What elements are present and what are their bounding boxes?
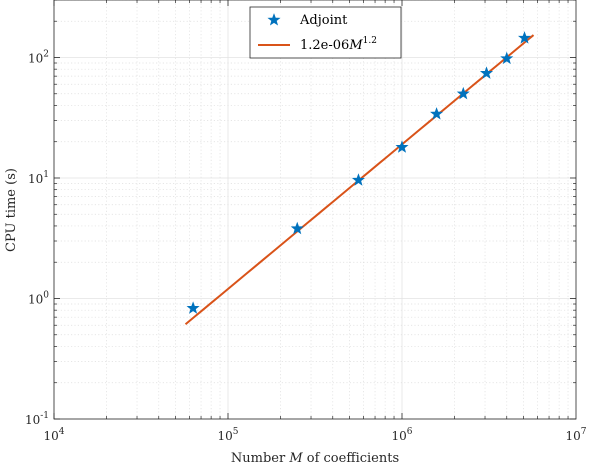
legend-label-fit: 1.2e-06M1.2 xyxy=(300,36,377,53)
y-tick-labels: 10-1 100 101 102 xyxy=(25,49,49,427)
series-layer xyxy=(184,31,535,326)
x-tick-label: 107 xyxy=(565,427,586,443)
adjoint-point xyxy=(351,173,365,186)
x-tick-label: 105 xyxy=(217,427,238,443)
adjoint-point xyxy=(456,86,470,100)
adjoint-point xyxy=(500,51,514,65)
legend-box xyxy=(249,6,402,59)
y-tick-label: 102 xyxy=(28,49,49,65)
y-tick-label: 10-1 xyxy=(25,411,49,427)
plot-background xyxy=(54,0,576,419)
adjoint-point xyxy=(395,140,409,153)
adjoint-point xyxy=(479,66,494,79)
x-axis-label: Number M of coefficients xyxy=(231,451,399,464)
axis-ticks xyxy=(53,0,576,420)
legend-label-adjoint: Adjoint xyxy=(299,13,348,28)
legend-marker-adjoint xyxy=(267,13,281,26)
y-axis-label: CPU time (s) xyxy=(4,168,19,252)
adjoint-point xyxy=(290,221,304,235)
x-tick-labels: 104 105 106 107 xyxy=(43,427,586,443)
x-tick-label: 104 xyxy=(43,427,64,443)
plot-frame xyxy=(53,0,577,420)
adjoint-point xyxy=(186,301,200,314)
x-tick-label: 106 xyxy=(391,427,412,443)
adjoint-point xyxy=(430,107,444,120)
y-tick-label: 101 xyxy=(28,170,49,186)
legend: Adjoint 1.2e-06M1.2 xyxy=(249,6,402,59)
adjoint-point xyxy=(517,31,532,44)
y-tick-label: 100 xyxy=(28,290,49,306)
